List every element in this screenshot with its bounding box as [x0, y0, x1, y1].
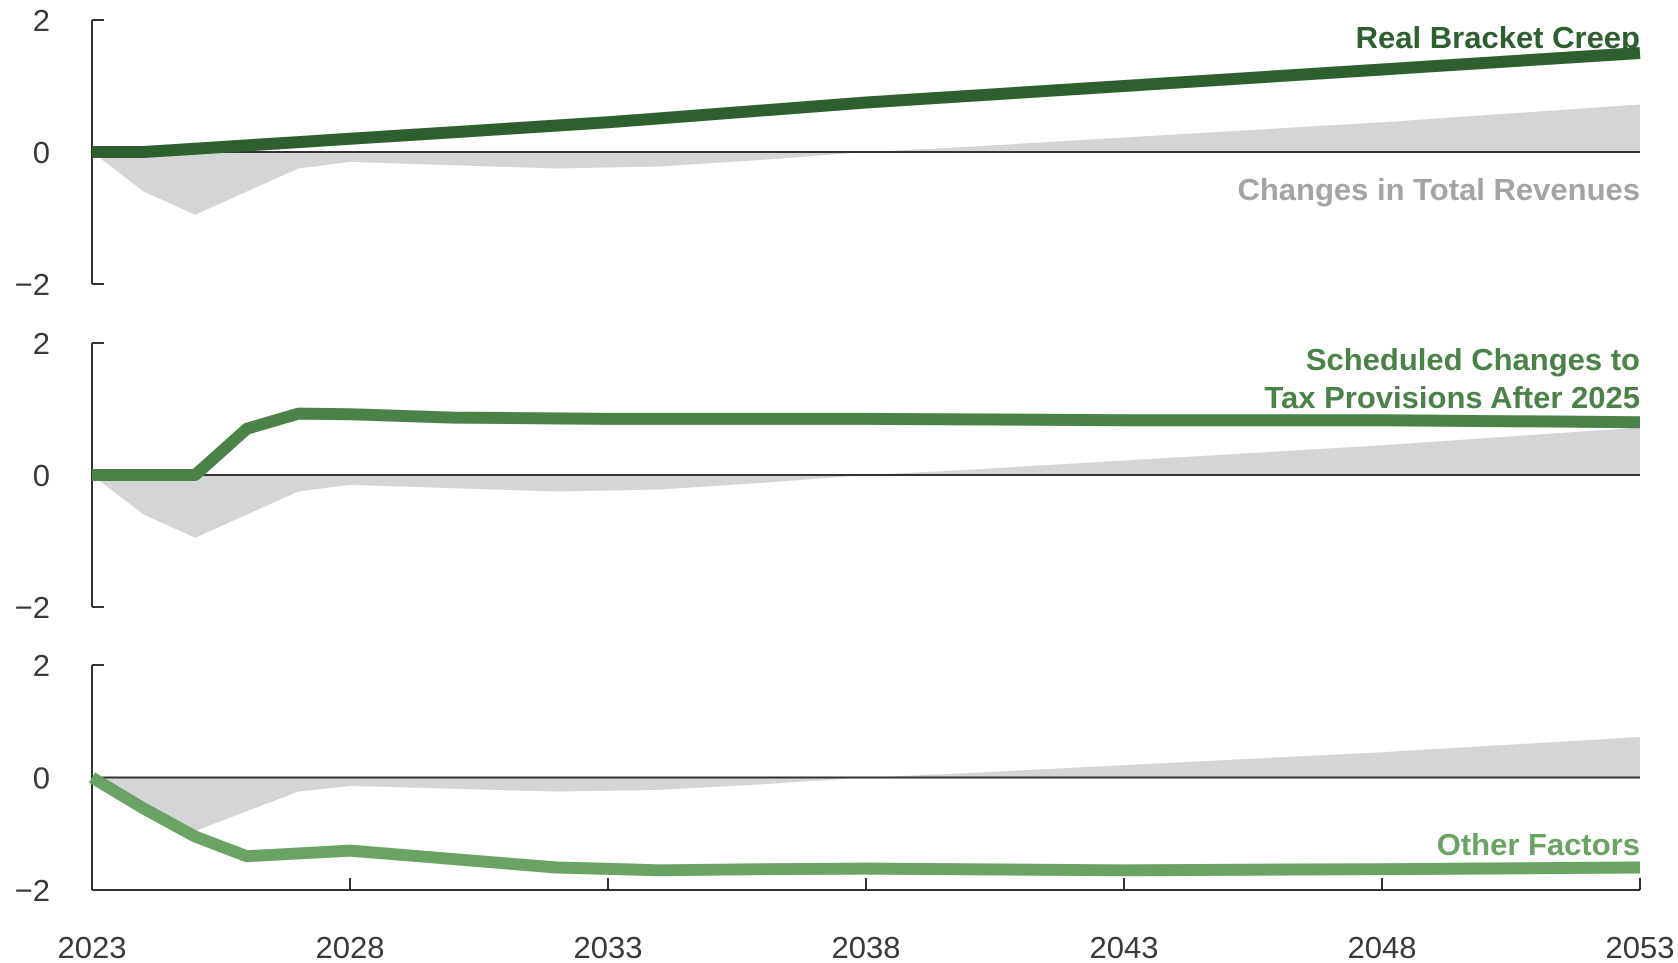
series-line — [92, 407, 1641, 481]
total-revenues-area — [92, 104, 1640, 215]
y-tick-label: 0 — [33, 761, 50, 796]
area-label: Changes in Total Revenues — [1237, 172, 1640, 207]
total-revenues-area — [92, 427, 1640, 538]
x-tick-label: 2048 — [1348, 930, 1417, 963]
y-tick-label: −2 — [15, 267, 50, 302]
total-revenues-area — [92, 737, 1640, 831]
y-tick-label: 2 — [33, 648, 50, 683]
panels-root: 2 0 −2 Real Bracket Creep Changes in Total R… — [15, 3, 1641, 908]
x-tick-label: 2033 — [574, 930, 643, 963]
y-tick-label: 2 — [33, 326, 50, 361]
x-tick-label: 2028 — [316, 930, 385, 963]
series-label: Tax Provisions After 2025 — [1264, 380, 1640, 415]
panel-1: 2 0 −2 Real Bracket Creep Changes in Total R… — [15, 3, 1641, 302]
x-tick-label: 2043 — [1090, 930, 1159, 963]
panel-3: 2 0 −2 Other Factors — [15, 648, 1641, 908]
x-axis: 2023 2028 2033 2038 2043 2048 2053 — [58, 878, 1675, 963]
series-line — [88, 772, 1641, 877]
y-tick-label: 0 — [33, 135, 50, 170]
y-tick-label: −2 — [15, 873, 50, 908]
y-tick-label: −2 — [15, 590, 50, 625]
x-tick-label: 2023 — [58, 930, 127, 963]
x-tick-label: 2053 — [1606, 930, 1675, 963]
series-line — [92, 47, 1641, 158]
series-label: Real Bracket Creep — [1356, 20, 1640, 55]
y-tick-label: 0 — [33, 458, 50, 493]
y-tick-label: 2 — [33, 3, 50, 38]
x-tick-label: 2038 — [832, 930, 901, 963]
series-label: Scheduled Changes to — [1306, 342, 1640, 377]
series-label: Other Factors — [1437, 827, 1640, 862]
